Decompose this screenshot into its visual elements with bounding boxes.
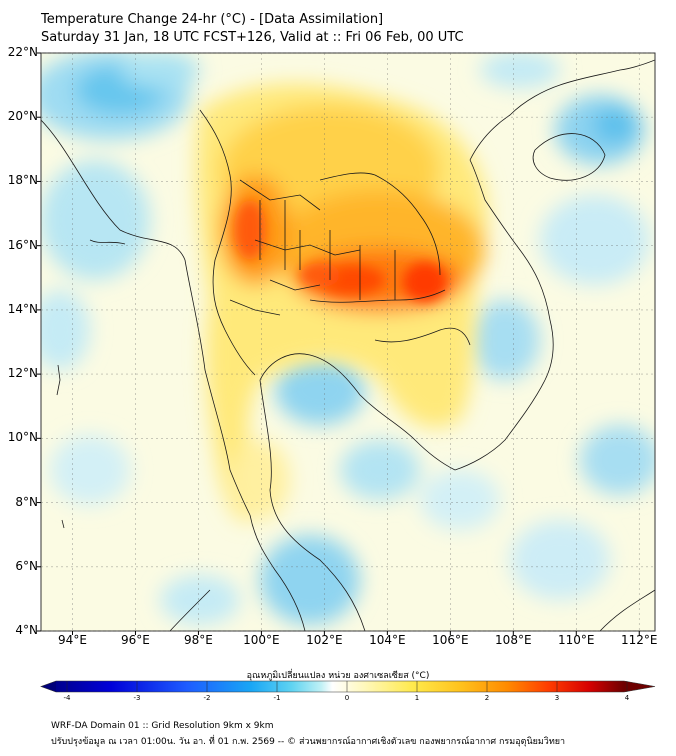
lon-label: 98°E (183, 633, 213, 647)
graticule (41, 52, 655, 632)
colorbar-tick-label: 2 (484, 694, 490, 702)
map-title: Temperature Change 24-hr (°C) - [Data As… (41, 12, 384, 27)
footer-model-info: WRF-DA Domain 01 :: Grid Resolution 9km … (51, 721, 274, 731)
lat-label: 8°N (15, 494, 38, 509)
lon-label: 104°E (369, 633, 406, 647)
lat-label: 12°N (7, 366, 38, 381)
temperature-field (41, 53, 655, 631)
map-frame (40, 52, 656, 632)
lat-label: 20°N (7, 109, 38, 124)
lat-label: 10°N (7, 430, 38, 445)
lat-label: 18°N (7, 173, 38, 188)
colorbar-tick-label: 1 (414, 694, 420, 702)
axis-ticks (37, 52, 640, 635)
lon-label: 110°E (558, 633, 595, 647)
lat-label: 16°N (7, 237, 38, 252)
colorbar-tick-label: -4 (63, 694, 71, 702)
lon-label: 100°E (243, 633, 280, 647)
lat-label: 22°N (7, 45, 38, 59)
colorbar-tick-label: -3 (133, 694, 141, 702)
colorbar-title: อุณหภูมิเปลี่ยนแปลง หน่วย องศาเซลเซียส (… (246, 671, 430, 681)
colorbar-tick-label: -2 (203, 694, 211, 702)
lon-label: 94°E (58, 633, 87, 647)
colorbar-tick-label: 3 (554, 694, 560, 702)
lat-label: 6°N (15, 558, 38, 573)
map-subtitle: Saturday 31 Jan, 18 UTC FCST+126, Valid … (41, 30, 464, 45)
lon-label: 96°E (121, 633, 150, 647)
coastlines-borders (41, 59, 655, 631)
lat-label: 14°N (7, 301, 38, 316)
lon-label: 106°E (432, 633, 469, 647)
colorbar (40, 680, 656, 693)
footer-credit: ปรับปรุงข้อมูล ณ เวลา 01:00น. วัน อา. ที… (51, 737, 566, 747)
colorbar-tick-label: 4 (624, 694, 630, 702)
lat-label: 4°N (15, 623, 38, 637)
colorbar-tick-label: 0 (344, 694, 350, 702)
colorbar-tick-label: -1 (273, 694, 281, 702)
lon-label: 102°E (306, 633, 343, 647)
lon-label: 112°E (621, 633, 658, 647)
lon-label: 108°E (495, 633, 532, 647)
